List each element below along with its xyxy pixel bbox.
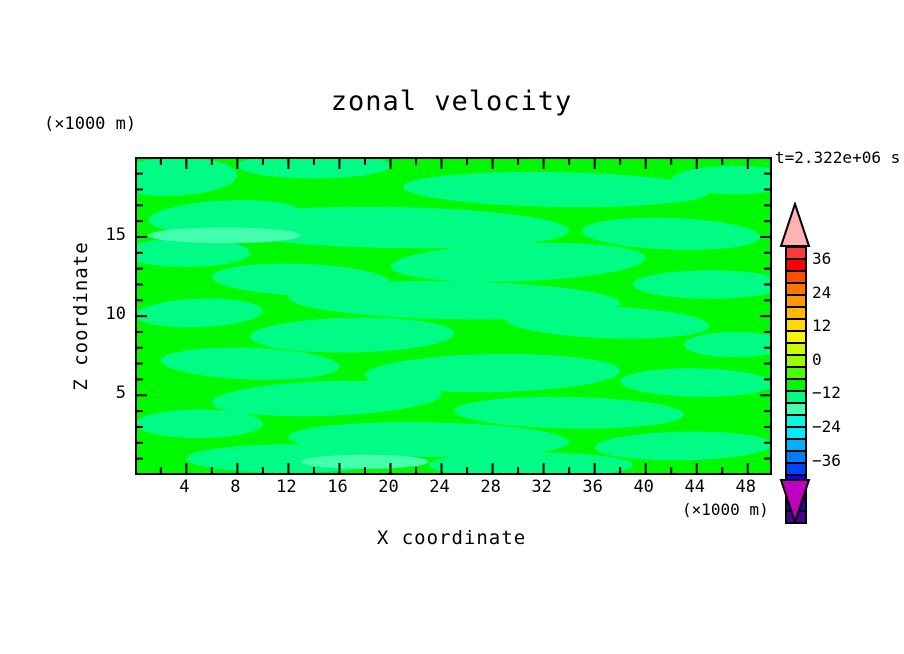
x-tick-label: 28 <box>480 477 501 497</box>
field-streak <box>137 238 251 268</box>
x-tick-label: 44 <box>684 477 705 497</box>
x-tick-label: 40 <box>633 477 654 497</box>
z-axis-unit-label: (×1000 m) <box>44 114 137 134</box>
field-streak <box>620 368 770 397</box>
colorbar-tick-label: 24 <box>812 282 832 302</box>
colorbar-box <box>787 330 805 342</box>
colorbar-box <box>787 366 805 378</box>
colorbar-box <box>787 414 805 426</box>
x-axis-title: X coordinate <box>376 527 527 549</box>
colorbar-box <box>787 450 805 462</box>
colorbar-box <box>787 248 805 258</box>
z-tick-label: 15 <box>105 224 126 245</box>
field-streak <box>581 217 761 250</box>
colorbar-over-arrow <box>779 202 811 247</box>
field-streak <box>237 159 391 179</box>
colorbar-box <box>787 318 805 330</box>
colorbar-box <box>787 390 805 402</box>
field-streak <box>454 396 684 429</box>
field-streak <box>403 171 710 208</box>
x-tick-label: 20 <box>378 477 399 497</box>
colorbar-tick-label: −36 <box>812 450 841 470</box>
field-streak <box>160 347 340 380</box>
plot-area <box>135 157 772 475</box>
colorbar-under-arrow <box>779 479 811 524</box>
field-streak <box>148 227 302 244</box>
field-streak <box>505 306 710 339</box>
x-tick-label: 8 <box>230 477 241 497</box>
x-tick-label: 24 <box>429 477 450 497</box>
colorbar-tick-label: −24 <box>812 417 841 436</box>
colorbar-box <box>787 426 805 438</box>
colorbar-tick-label: 36 <box>812 249 832 268</box>
x-tick-label: 32 <box>531 477 552 497</box>
x-tick-label: 12 <box>276 477 297 497</box>
x-tick-label: 48 <box>735 477 756 497</box>
colorbar-box <box>787 270 805 282</box>
colorbar-box <box>787 258 805 270</box>
colorbar-box <box>787 294 805 306</box>
z-tick-label: 5 <box>115 383 126 404</box>
field-streak <box>364 353 621 393</box>
field-streak <box>390 242 646 282</box>
x-axis-unit-label: (×1000 m) <box>682 500 769 519</box>
colorbar-box <box>787 354 805 366</box>
z-tick-label: 10 <box>105 304 126 325</box>
field-streak <box>137 298 263 328</box>
z-axis-title: Z coordinate <box>70 241 92 391</box>
field-streak <box>632 270 770 299</box>
field-streak <box>594 431 770 461</box>
chart-title: zonal velocity <box>330 86 573 117</box>
field-streak <box>671 165 770 195</box>
colorbar-box <box>787 438 805 450</box>
colorbar <box>785 246 807 524</box>
field-streak <box>683 331 770 358</box>
colorbar-box <box>787 306 805 318</box>
field-streak <box>301 454 429 469</box>
colorbar-box <box>787 402 805 414</box>
field-streak <box>250 317 455 353</box>
contour-field <box>137 159 770 473</box>
colorbar-box <box>787 342 805 354</box>
colorbar-tick-label: 0 <box>812 349 822 369</box>
field-streak <box>428 452 633 473</box>
field-streak <box>137 409 263 439</box>
x-tick-label: 36 <box>582 477 603 497</box>
colorbar-box <box>787 378 805 390</box>
colorbar-box <box>787 462 805 474</box>
colorbar-tick-label: −12 <box>812 383 841 403</box>
field-streak <box>211 380 442 417</box>
colorbar-tick-label: 12 <box>812 316 832 336</box>
field-streak <box>211 206 570 249</box>
colorbar-box <box>787 282 805 294</box>
field-streak <box>137 159 238 196</box>
time-annotation: t=2.322e+06 s <box>775 148 901 167</box>
x-tick-label: 16 <box>327 477 348 497</box>
x-tick-label: 4 <box>179 477 190 497</box>
